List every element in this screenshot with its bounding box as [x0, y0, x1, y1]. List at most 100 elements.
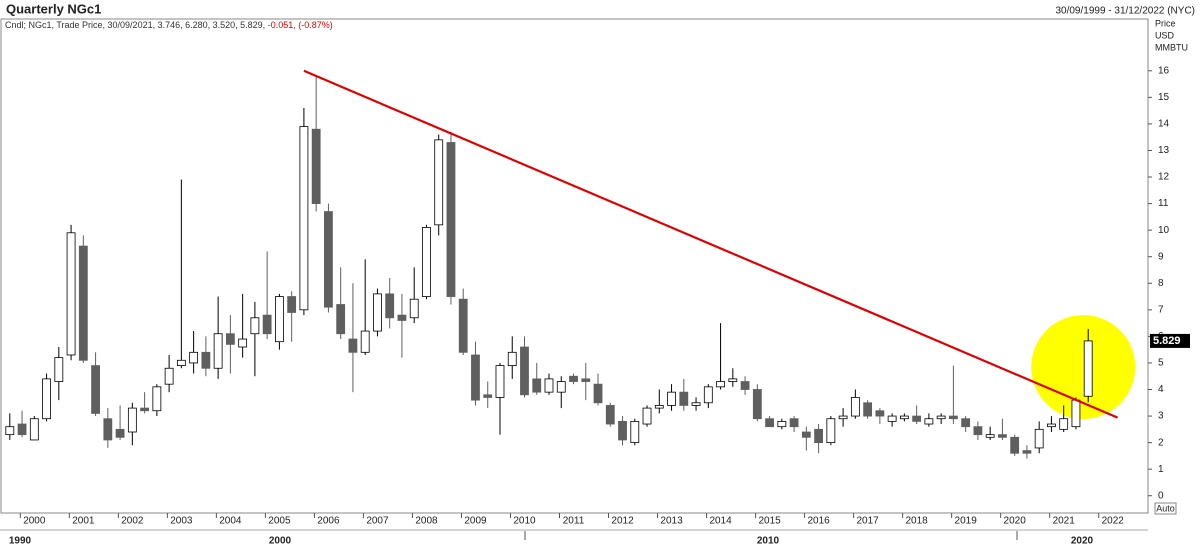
y-tick-label: 13	[1158, 145, 1170, 156]
candle-body	[238, 338, 248, 348]
y-tick-label: 8	[1158, 278, 1164, 289]
candle-body	[189, 351, 199, 364]
legend-change: -0.051, (-0.87%)	[268, 20, 333, 30]
y-tick-label: 16	[1158, 65, 1170, 76]
candle-body	[924, 418, 934, 425]
candle-body	[275, 296, 284, 343]
y-tick-label: 15	[1158, 92, 1170, 103]
candle-body	[42, 378, 51, 420]
candle-body	[887, 415, 897, 422]
plot-frame	[0, 18, 1149, 514]
candle-body	[409, 298, 419, 319]
candle-body	[5, 426, 15, 436]
candle-body	[127, 407, 137, 433]
last-price-tag	[1150, 333, 1190, 348]
candle-body	[164, 367, 174, 385]
candle-body	[458, 298, 468, 353]
candle-body	[360, 330, 370, 353]
candle-body	[520, 346, 529, 396]
y-tick-label: 2	[1158, 437, 1164, 448]
candle-body	[311, 128, 321, 204]
candle-body	[1047, 423, 1056, 428]
x-tick-label: 2018	[906, 516, 929, 527]
candle-body	[998, 434, 1007, 438]
candle-body	[115, 428, 125, 438]
candle-body	[66, 232, 76, 356]
candle-body	[863, 402, 873, 417]
candle-body	[324, 211, 333, 308]
candle-body	[985, 434, 995, 438]
x-tick-label: 2004	[219, 516, 242, 527]
candle-body	[569, 375, 578, 382]
candle-body	[948, 415, 958, 420]
candle-body	[581, 378, 591, 382]
x-tick-label: 2014	[709, 516, 732, 527]
x-tick-label: 2022	[1102, 516, 1125, 527]
x-tick-label: 2003	[170, 516, 193, 527]
x-tick-label: 2015	[758, 516, 781, 527]
candle-body	[507, 351, 517, 366]
candle-body	[336, 304, 346, 335]
x-tick-label: 2007	[366, 516, 389, 527]
x-tick-label: 2010	[513, 516, 536, 527]
candle-body	[973, 426, 983, 436]
auto-button-label[interactable]: Auto	[1156, 503, 1175, 513]
x-tick-label: 2013	[660, 516, 683, 527]
y-tick-label: 7	[1158, 304, 1164, 315]
y-tick-label: 9	[1158, 251, 1164, 262]
candle-body	[532, 378, 542, 393]
y-tick-label: 5	[1158, 358, 1164, 369]
candle-body	[348, 338, 358, 353]
candle-body	[397, 314, 407, 321]
candle-body	[936, 415, 946, 420]
legend: Cndl; NGc1, Trade Price, 30/09/2021, 3.7…	[5, 20, 333, 30]
candle-body	[495, 365, 505, 398]
candle-body	[54, 357, 64, 382]
decade-label: 2010	[757, 536, 780, 547]
trendline	[303, 69, 1119, 419]
x-tick-label: 2011	[563, 516, 585, 527]
candle-body	[1022, 450, 1032, 454]
y-tick-label: 10	[1158, 225, 1170, 236]
candle-body	[213, 333, 223, 369]
candle-body	[899, 415, 909, 420]
candle-body	[838, 415, 848, 420]
y-axis-label: USD	[1155, 30, 1175, 40]
y-tick-label: 14	[1158, 119, 1170, 130]
date-range: 30/09/1999 - 31/12/2022 (NYC)	[1055, 6, 1195, 17]
candle-body	[826, 418, 836, 444]
chart-title: Quarterly NGc1	[6, 1, 101, 16]
candle-body	[703, 386, 713, 404]
candle-body	[630, 420, 640, 444]
x-tick-label: 2001	[72, 516, 95, 527]
candle-body	[287, 296, 297, 313]
candle-body	[1071, 399, 1081, 428]
x-tick-label: 2005	[268, 516, 291, 527]
x-tick-label: 2002	[121, 516, 144, 527]
candle-body	[679, 391, 689, 406]
candle-body	[225, 333, 235, 345]
candle-body	[716, 381, 725, 388]
auto-button[interactable]	[1154, 502, 1177, 515]
candle-body	[875, 410, 885, 417]
candle-body	[91, 365, 100, 414]
decade-label: 2000	[269, 536, 292, 547]
candle-body	[434, 139, 444, 226]
x-tick-label: 2020	[1004, 516, 1027, 527]
y-tick-label: 12	[1158, 172, 1170, 183]
candle-body	[1010, 436, 1020, 454]
candle-body	[1083, 340, 1093, 397]
candle-body	[691, 402, 701, 406]
candle-body	[140, 407, 150, 412]
candle-body	[1034, 428, 1044, 449]
candle-body	[618, 420, 627, 441]
candle-body	[262, 314, 272, 335]
candle-body	[789, 418, 799, 428]
candle-body	[740, 381, 750, 390]
x-tick-label: 2008	[415, 516, 438, 527]
candle-body	[544, 378, 554, 393]
last-price-label: 5.829	[1153, 335, 1181, 347]
x-tick-label: 2019	[955, 516, 978, 527]
